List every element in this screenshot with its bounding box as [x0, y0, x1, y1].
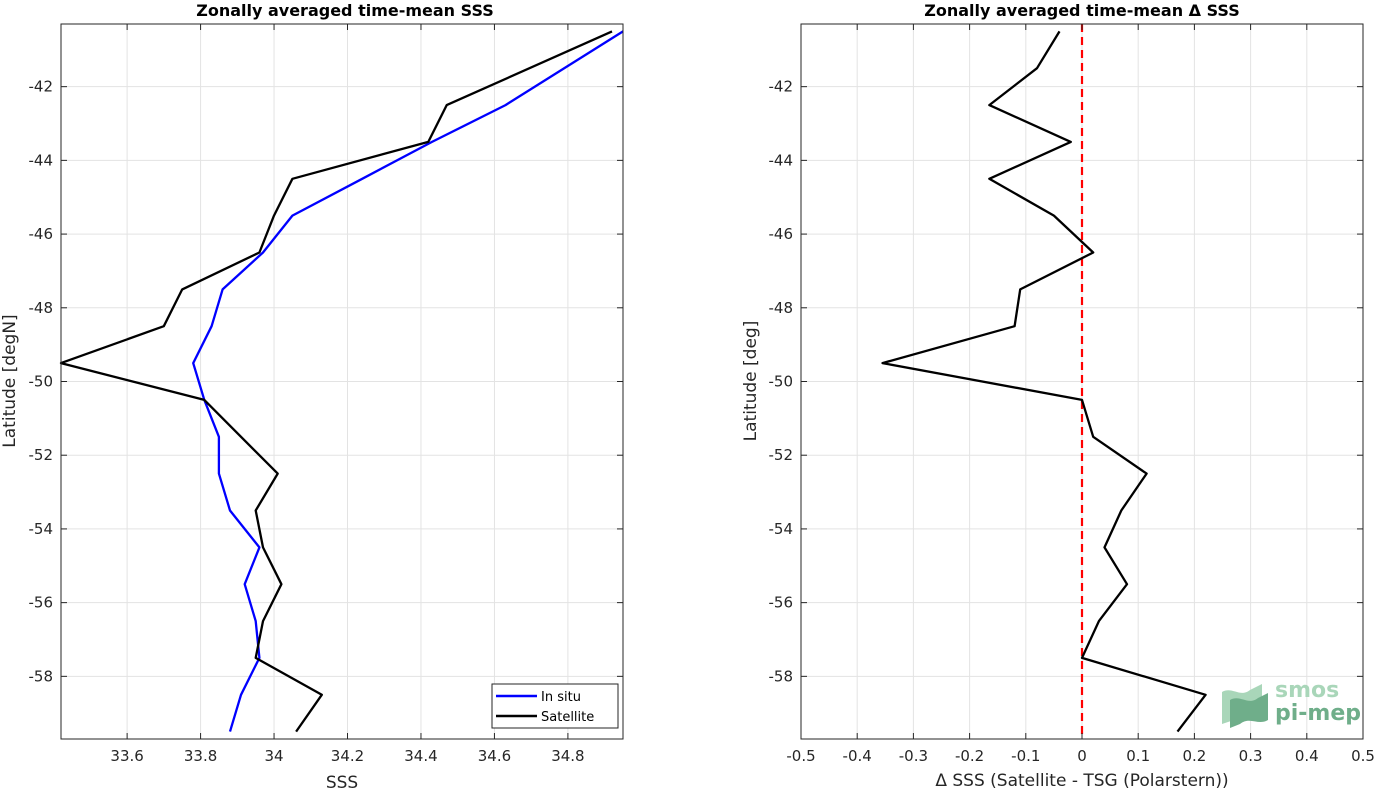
x-tick-label: 33.8: [184, 747, 217, 765]
left-ticks: 33.6 33.8 34 34.2 34.4 34.6 34.8 -42 -44 -46 -48 -5…: [29, 24, 623, 765]
y-tick-label: -52: [29, 446, 54, 464]
legend-label-in-situ: In situ: [541, 690, 581, 705]
left-grid: [61, 24, 623, 739]
x-tick-label: 34.4: [404, 747, 437, 765]
x-tick-label: 0.2: [1182, 747, 1206, 765]
x-tick-label: 34: [264, 747, 283, 765]
y-tick-label: -54: [29, 520, 54, 538]
y-tick-label: -56: [769, 594, 794, 612]
x-tick-label: 34.2: [331, 747, 364, 765]
y-tick-label: -46: [769, 225, 794, 243]
logo-mark: [1222, 684, 1268, 728]
right-x-axis-label: Δ SSS (Satellite - TSG (Polarstern)): [935, 771, 1228, 791]
y-tick-label: -52: [769, 446, 794, 464]
logo-text-smos: smos: [1275, 678, 1339, 703]
x-tick-label: -0.2: [955, 747, 984, 765]
left-x-axis-label: SSS: [326, 773, 358, 791]
y-tick-label: -44: [29, 151, 54, 169]
y-tick-label: -42: [29, 78, 54, 96]
y-tick-label: -58: [769, 667, 794, 685]
left-y-axis-label: Latitude [degN]: [0, 314, 20, 447]
x-tick-label: 34.6: [478, 747, 511, 765]
left-series: [59, 30, 624, 733]
x-tick-label: -0.5: [786, 747, 815, 765]
y-tick-label: -48: [29, 299, 54, 317]
smos-pi-mep-logo: smos pi-mep: [1222, 678, 1361, 728]
y-tick-label: -54: [769, 520, 794, 538]
legend: In situ Satellite: [491, 683, 619, 729]
x-tick-label: 0: [1077, 747, 1087, 765]
y-tick-label: -50: [769, 373, 794, 391]
x-tick-label: 0.3: [1239, 747, 1263, 765]
right-ticks: -0.5 -0.4 -0.3 -0.2 -0.1 0 0.1 0.2 0.3 0.4 0.5 -42 -…: [769, 24, 1375, 765]
y-tick-label: -48: [769, 299, 794, 317]
x-tick-label: 33.6: [110, 747, 143, 765]
right-y-axis-label: Latitude [deg]: [741, 321, 761, 442]
y-tick-label: -58: [29, 667, 54, 685]
logo-text-pi-mep: pi-mep: [1275, 701, 1361, 726]
y-tick-label: -44: [769, 151, 794, 169]
left-chart: Zonally averaged time-mean SSS 33.6 33.8 3…: [0, 1, 624, 791]
x-tick-label: -0.4: [843, 747, 872, 765]
right-chart-title: Zonally averaged time-mean Δ SSS: [924, 1, 1240, 20]
series-line-satellite: [59, 30, 613, 733]
logo-wave-front: [1230, 693, 1268, 728]
legend-box: [491, 683, 619, 729]
x-tick-label: 34.8: [551, 747, 584, 765]
right-series: [881, 30, 1207, 733]
legend-label-satellite: Satellite: [541, 710, 594, 725]
series-line-series-0: [881, 30, 1207, 733]
y-tick-label: -50: [29, 373, 54, 391]
x-tick-label: -0.3: [899, 747, 928, 765]
left-chart-title: Zonally averaged time-mean SSS: [196, 1, 494, 20]
y-tick-label: -56: [29, 594, 54, 612]
x-tick-label: 0.1: [1126, 747, 1150, 765]
y-tick-label: -42: [769, 78, 794, 96]
x-tick-label: 0.5: [1351, 747, 1375, 765]
x-tick-label: -0.1: [1011, 747, 1040, 765]
x-tick-label: 0.4: [1295, 747, 1319, 765]
y-tick-label: -46: [29, 225, 54, 243]
right-chart: Zonally averaged time-mean Δ SSS -0.5 -0.…: [741, 1, 1375, 791]
